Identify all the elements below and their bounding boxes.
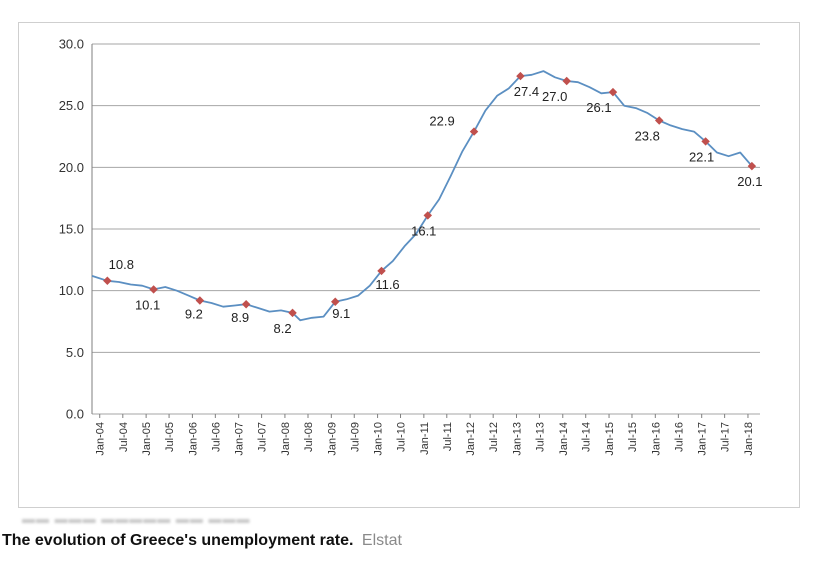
y-tick-label: 25.0: [59, 98, 84, 113]
x-tick-label: Jan-13: [512, 422, 524, 456]
data-label: 27.4: [514, 84, 539, 99]
data-point-marker: [195, 296, 205, 305]
data-label: 8.9: [231, 310, 249, 325]
caption-source: Elstat: [361, 532, 402, 549]
data-point-marker: [377, 266, 386, 276]
data-label: 11.6: [375, 277, 399, 292]
data-label: 16.1: [411, 223, 436, 238]
x-tick-label: Jan-08: [280, 422, 292, 456]
y-tick-label: 30.0: [59, 37, 84, 52]
x-tick-label: Jan-18: [743, 422, 755, 456]
data-point-marker: [241, 299, 251, 309]
data-point-marker: [288, 308, 297, 318]
x-tick-label: Jan-07: [234, 422, 246, 456]
x-tick-label: Jan-05: [141, 422, 153, 456]
x-tick-label: Jul-14: [581, 422, 593, 452]
data-label: 22.9: [429, 114, 454, 129]
x-tick-label: Jul-17: [720, 422, 732, 452]
x-tick-label: Jan-16: [650, 422, 662, 456]
data-label: 9.1: [332, 306, 350, 321]
x-tick-label: Jan-11: [419, 422, 431, 455]
x-tick-label: Jul-07: [257, 422, 269, 452]
y-tick-label: 10.0: [59, 283, 84, 298]
x-tick-label: Jan-09: [326, 422, 338, 456]
data-point-marker: [331, 297, 340, 307]
x-tick-label: Jan-15: [604, 422, 616, 456]
data-label: 10.8: [109, 257, 134, 272]
x-tick-label: Jan-17: [697, 422, 709, 456]
chart-frame: 0.0 5.0 10.0 15.0 20.0 25.0 30.0 Jan-04 Jul-04 Ja…: [18, 22, 800, 508]
x-tick-label: Jan-04: [95, 422, 107, 456]
data-label: 20.1: [737, 174, 762, 189]
data-point-marker: [469, 127, 479, 136]
data-label: 10.1: [135, 297, 160, 312]
x-tick-label: Jan-12: [465, 422, 477, 456]
x-tick-label: Jul-06: [210, 422, 222, 452]
series-line: [91, 70, 753, 322]
data-label: 8.2: [273, 321, 291, 336]
data-point-marker: [562, 76, 571, 86]
x-tick-label: Jul-11: [442, 422, 454, 451]
data-label: 23.8: [635, 128, 660, 143]
x-tick-label: Jul-15: [627, 422, 639, 452]
x-tick-label: Jul-12: [488, 422, 500, 452]
y-tick-label: 15.0: [59, 222, 84, 237]
data-point-marker: [149, 285, 158, 294]
data-label: 22.1: [689, 149, 714, 164]
caption-text: The evolution of Greece's unemployment r…: [2, 532, 354, 549]
x-tick-label: Jan-10: [373, 422, 385, 456]
x-tick-label: Jan-14: [558, 422, 570, 456]
x-tick-label: Jul-05: [164, 422, 176, 452]
x-tick-label: Jul-04: [118, 422, 130, 452]
data-point-marker: [516, 71, 525, 81]
data-label: 26.1: [586, 100, 611, 115]
y-tick-label: 0.0: [66, 407, 84, 422]
y-tick-label: 20.0: [59, 160, 84, 175]
y-tick-label: 5.0: [66, 345, 84, 360]
figure-caption: The evolution of Greece's unemployment r…: [2, 532, 402, 550]
data-point-marker: [654, 116, 664, 125]
unemployment-line-chart: 0.0 5.0 10.0 15.0 20.0 25.0 30.0 Jan-04 Jul-04 Ja…: [59, 37, 763, 456]
x-tick-label: Jul-13: [534, 422, 546, 452]
data-label: 9.2: [185, 307, 203, 322]
data-point-marker: [103, 276, 112, 286]
data-label: 27.0: [542, 89, 567, 104]
x-tick-label: Jul-10: [396, 422, 408, 452]
x-tick-label: Jul-09: [349, 422, 361, 452]
faded-source-line: ▬▬ ▬▬▬ ▬▬▬▬▬ ▬▬ ▬▬▬: [22, 511, 251, 525]
x-tick-label: Jul-16: [673, 422, 685, 452]
data-point-marker: [423, 211, 433, 220]
x-tick-label: Jul-08: [303, 422, 315, 452]
x-tick-label: Jan-06: [187, 422, 199, 456]
